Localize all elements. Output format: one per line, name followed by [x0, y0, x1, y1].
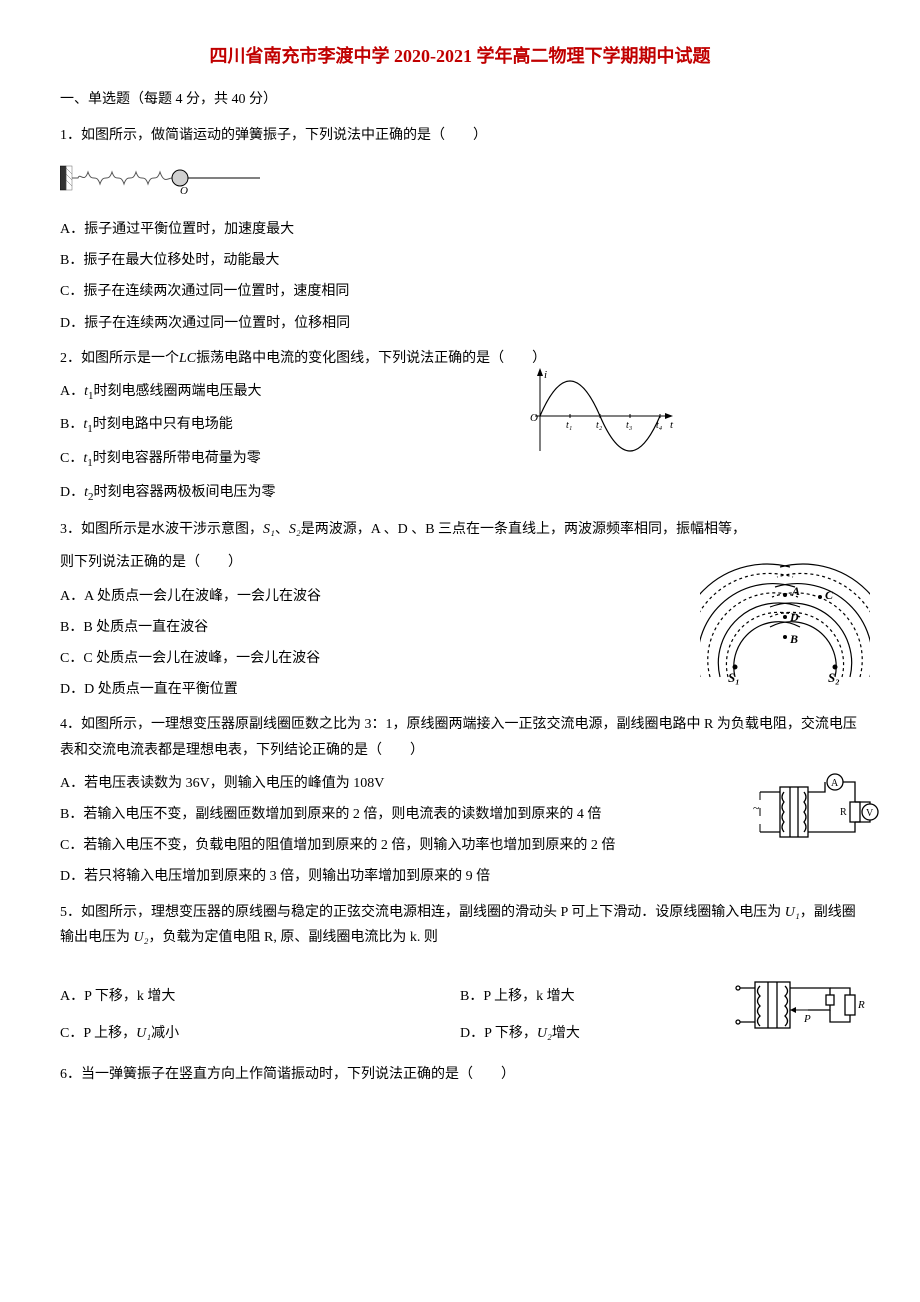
question-1: 1．如图所示，做简谐运动的弹簧振子，下列说法中正确的是（ ） O A．振子通过平… — [60, 123, 860, 336]
label-D: D — [789, 610, 799, 624]
label-A: A — [791, 584, 800, 598]
question-2: 2．如图所示是一个LC振荡电路中电流的变化图线，下列说法正确的是（ ） O i … — [60, 346, 860, 508]
y-arrow — [537, 368, 543, 376]
q2-optC: C．t1时刻电容器所带电荷量为零 — [60, 446, 860, 474]
q5-optA: A．P 下移，k 增大 — [60, 984, 460, 1009]
label-S1: S₁ — [728, 670, 740, 685]
q4-figure: ~ A R V — [750, 772, 880, 861]
circuit: ~ A R V — [753, 774, 878, 837]
q2-optD: D．t2时刻电容器两极板间电压为零 — [60, 480, 860, 508]
question-4: 4．如图所示，一理想变压器原副线圈匝数之比为 3：1，原线圈两端接入一正弦交流电… — [60, 712, 860, 889]
q1-optA: A．振子通过平衡位置时，加速度最大 — [60, 217, 860, 242]
tick-t3: t₃ — [626, 420, 633, 431]
spring — [72, 172, 172, 184]
question-5: 5．如图所示，理想变压器的原线圈与稳定的正弦交流电源相连，副线圈的滑动头 P 可… — [60, 900, 860, 1053]
q4-optB: B．若输入电压不变，副线圈匝数增加到原来的 2 倍，则电流表的读数增加到原来的 … — [60, 802, 860, 827]
waves-s2-dash — [770, 574, 870, 678]
q2-text: 2．如图所示是一个LC振荡电路中电流的变化图线，下列说法正确的是（ ） — [60, 346, 860, 371]
waves-s1 — [700, 564, 800, 677]
slider-p: P — [803, 1013, 811, 1025]
tick-t1: t₁ — [566, 420, 572, 431]
circuit: P R — [736, 982, 865, 1028]
voltmeter-label: V — [866, 808, 874, 819]
label-S2: S₂ — [828, 670, 840, 685]
axis-t: t — [670, 419, 674, 431]
q5-optC: C．P 上移，U₁减小 — [60, 1021, 460, 1046]
tick-t2: t₂ — [596, 420, 603, 431]
origin-label: O — [180, 185, 188, 194]
q2-optB: B．t1时刻电路中只有电场能 — [60, 412, 860, 440]
q3-figure: A C D B S₁ S₂ — [700, 547, 870, 696]
q1-optB: B．振子在最大位移处时，动能最大 — [60, 248, 860, 273]
ammeter-label: A — [831, 778, 839, 789]
question-6: 6．当一弹簧振子在竖直方向上作简谐振动时，下列说法正确的是（ ） — [60, 1062, 860, 1087]
q4-text: 4．如图所示，一理想变压器原副线圈匝数之比为 3：1，原线圈两端接入一正弦交流电… — [60, 712, 860, 762]
tick-t4: t₄ — [656, 420, 663, 431]
q2-figure: O i t t₁ t₂ t₃ t₄ — [520, 366, 680, 465]
axis-i: i — [544, 369, 547, 381]
q1-text: 1．如图所示，做简谐运动的弹簧振子，下列说法中正确的是（ ） — [60, 123, 860, 148]
origin-o: O — [530, 412, 538, 424]
section-header: 一、单选题（每题 4 分，共 40 分） — [60, 87, 860, 112]
q4-optC: C．若输入电压不变，负载电阻的阻值增加到原来的 2 倍，则输入功率也增加到原来的… — [60, 833, 860, 858]
q4-optA: A．若电压表读数为 36V，则输入电压的峰值为 108V — [60, 771, 860, 796]
q2-optA: A．t1时刻电感线圈两端电压最大 — [60, 379, 860, 407]
exam-title: 四川省南充市李渡中学 2020-2021 学年高二物理下学期期中试题 — [60, 40, 860, 72]
q5-text: 5．如图所示，理想变压器的原线圈与稳定的正弦交流电源相连，副线圈的滑动头 P 可… — [60, 900, 860, 950]
q5-figure: P R — [730, 970, 870, 1049]
q4-optD: D．若只将输入电压增加到原来的 3 倍，则输出功率增加到原来的 9 倍 — [60, 864, 860, 889]
wall — [60, 166, 66, 190]
resistor-label: R — [840, 807, 847, 818]
wall-hatch — [66, 166, 72, 190]
label-B: B — [789, 632, 798, 646]
q1-optC: C．振子在连续两次通过同一位置时，速度相同 — [60, 279, 860, 304]
q1-figure: O — [60, 164, 260, 203]
mass-ball — [172, 170, 188, 186]
resistor-r: R — [857, 999, 865, 1011]
q1-optD: D．振子在连续两次通过同一位置时，位移相同 — [60, 311, 860, 336]
q2-text-pre: 2．如图所示是一个 — [60, 351, 179, 366]
q3-text: 3．如图所示是水波干涉示意图，S₁、S₂是两波源，A 、D 、B 三点在一条直线… — [60, 517, 860, 542]
q2-lc: LC — [179, 351, 196, 366]
question-3: 3．如图所示是水波干涉示意图，S₁、S₂是两波源，A 、D 、B 三点在一条直线… — [60, 517, 860, 702]
svg-text:~: ~ — [753, 801, 760, 815]
q6-text: 6．当一弹簧振子在竖直方向上作简谐振动时，下列说法正确的是（ ） — [60, 1062, 860, 1087]
q2-text-mid: 振荡电路中电流的变化图线，下列说法正确的是（ ） — [196, 351, 546, 366]
waves-s1-dash — [700, 574, 800, 678]
label-C: C — [825, 588, 834, 602]
waves-s2 — [770, 564, 870, 677]
